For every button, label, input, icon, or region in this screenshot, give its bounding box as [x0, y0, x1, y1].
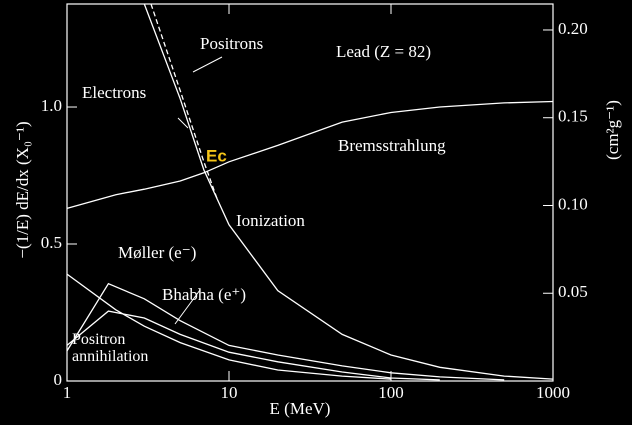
- annotation: Ec: [206, 146, 227, 165]
- annotation: Lead (Z = 82): [336, 42, 431, 61]
- arrow: [174, 289, 201, 325]
- y2-tick-label: 0.15: [558, 107, 588, 126]
- curve: [143, 3, 554, 380]
- curve-label: Positron annihilation: [72, 331, 149, 365]
- curve-label: Møller (e⁻): [118, 243, 196, 262]
- curve-label: Electrons: [82, 83, 146, 102]
- annotation: Ionization: [236, 211, 305, 230]
- curve: [66, 100, 554, 210]
- y2-tick-label: 0.05: [558, 282, 588, 301]
- y-tick-label: 0.5: [41, 233, 62, 252]
- curve: [66, 282, 505, 381]
- y-tick-label: 1.0: [41, 96, 62, 115]
- y-axis-label: −(1/E) dE/dx (X₀⁻¹): [13, 121, 32, 258]
- x-tick-label: 100: [378, 383, 404, 402]
- y2-tick-label: 0.10: [558, 194, 588, 213]
- x-tick-label: 10: [221, 383, 238, 402]
- curve-label: Positrons: [200, 34, 263, 53]
- y-tick-label: 0: [54, 370, 63, 389]
- x-tick-label: 1000: [536, 383, 570, 402]
- arrow: [192, 56, 223, 73]
- x-axis-label: E (MeV): [270, 399, 331, 418]
- y2-tick-label: 0.20: [558, 19, 588, 38]
- plot-frame: [66, 3, 554, 382]
- curve-label: Bhabha (e⁺): [162, 285, 246, 304]
- y2-axis-label: (cm²g⁻¹): [603, 100, 622, 160]
- curve: [150, 3, 219, 201]
- curve-label: Bremsstrahlung: [338, 136, 446, 155]
- arrow: [177, 117, 189, 129]
- x-tick-label: 1: [63, 383, 72, 402]
- curve: [66, 273, 392, 380]
- curve: [66, 310, 440, 381]
